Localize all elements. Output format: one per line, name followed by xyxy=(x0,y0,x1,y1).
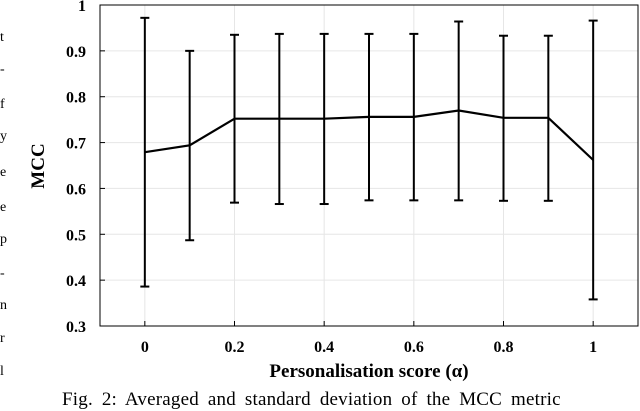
axes xyxy=(99,4,639,327)
margin-glyph: - xyxy=(0,62,5,77)
margin-glyph: t xyxy=(0,30,4,45)
x-tick-label: 0.8 xyxy=(494,339,514,356)
y-tick-label: 0.6 xyxy=(66,181,86,198)
margin-glyph: p xyxy=(0,232,7,247)
y-tick-label: 0.3 xyxy=(66,319,86,336)
y-axis-ticks: 0.3 0.4 0.5 0.6 0.7 0.8 0.9 1 xyxy=(66,0,105,336)
margin-glyph: e xyxy=(0,165,7,180)
y-tick-label: 0.9 xyxy=(66,44,86,61)
margin-glyph: r xyxy=(0,331,5,346)
plot-frame xyxy=(99,4,639,327)
y-tick-label: 0.5 xyxy=(66,227,86,244)
x-tick-label: 0.2 xyxy=(225,339,245,356)
margin-glyph: e xyxy=(0,200,7,215)
margin-glyph: l xyxy=(0,364,4,379)
x-tick-label: 0.4 xyxy=(314,339,334,356)
y-tick-label: 0.8 xyxy=(66,90,86,107)
x-axis-ticks: 0 0.2 0.4 0.6 0.8 1 xyxy=(141,321,597,356)
x-tick-label: 0.6 xyxy=(404,339,424,356)
y-axis-title: MCC xyxy=(28,143,49,188)
mcc-mean-line xyxy=(144,109,594,161)
y-tick-label: 0.7 xyxy=(66,136,86,153)
x-tick-label: 0 xyxy=(141,339,149,356)
margin-glyph: n xyxy=(0,298,7,313)
y-tick-label: 0.4 xyxy=(66,273,86,290)
y-tick-label: 1 xyxy=(78,0,86,15)
x-tick-label: 1 xyxy=(589,339,597,356)
margin-glyph: y xyxy=(0,129,7,144)
figure-caption: Fig. 2: Averaged and standard deviation … xyxy=(62,389,561,410)
margin-glyph: f xyxy=(0,97,5,112)
error-bars xyxy=(140,16,598,301)
x-axis-title: Personalisation score (α) xyxy=(269,361,468,382)
margin-glyph: - xyxy=(0,266,5,281)
